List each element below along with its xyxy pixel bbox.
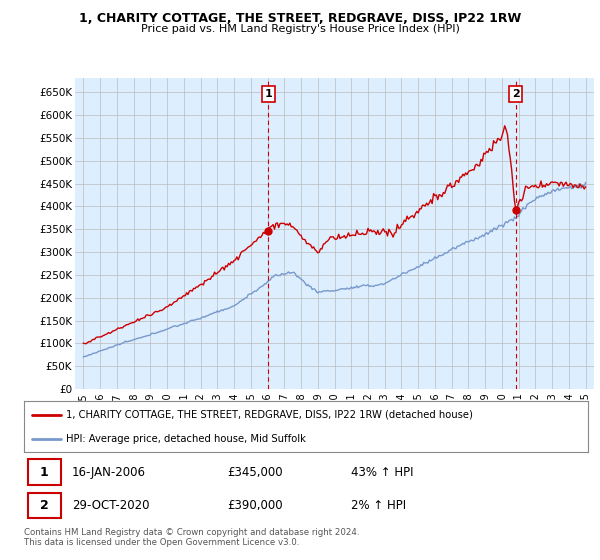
FancyBboxPatch shape [28, 492, 61, 519]
Text: 1: 1 [265, 89, 272, 99]
FancyBboxPatch shape [28, 459, 61, 486]
Text: 1, CHARITY COTTAGE, THE STREET, REDGRAVE, DISS, IP22 1RW (detached house): 1, CHARITY COTTAGE, THE STREET, REDGRAVE… [66, 410, 473, 420]
Text: Price paid vs. HM Land Registry's House Price Index (HPI): Price paid vs. HM Land Registry's House … [140, 24, 460, 34]
Text: 43% ↑ HPI: 43% ↑ HPI [351, 466, 413, 479]
Text: 2: 2 [40, 499, 49, 512]
Text: HPI: Average price, detached house, Mid Suffolk: HPI: Average price, detached house, Mid … [66, 433, 306, 444]
Text: 1: 1 [40, 466, 49, 479]
Text: £390,000: £390,000 [227, 499, 283, 512]
Text: 2: 2 [512, 89, 520, 99]
Text: 16-JAN-2006: 16-JAN-2006 [72, 466, 146, 479]
Text: 29-OCT-2020: 29-OCT-2020 [72, 499, 149, 512]
Text: Contains HM Land Registry data © Crown copyright and database right 2024.
This d: Contains HM Land Registry data © Crown c… [24, 528, 359, 547]
Text: £345,000: £345,000 [227, 466, 283, 479]
Text: 1, CHARITY COTTAGE, THE STREET, REDGRAVE, DISS, IP22 1RW: 1, CHARITY COTTAGE, THE STREET, REDGRAVE… [79, 12, 521, 25]
Text: 2% ↑ HPI: 2% ↑ HPI [351, 499, 406, 512]
